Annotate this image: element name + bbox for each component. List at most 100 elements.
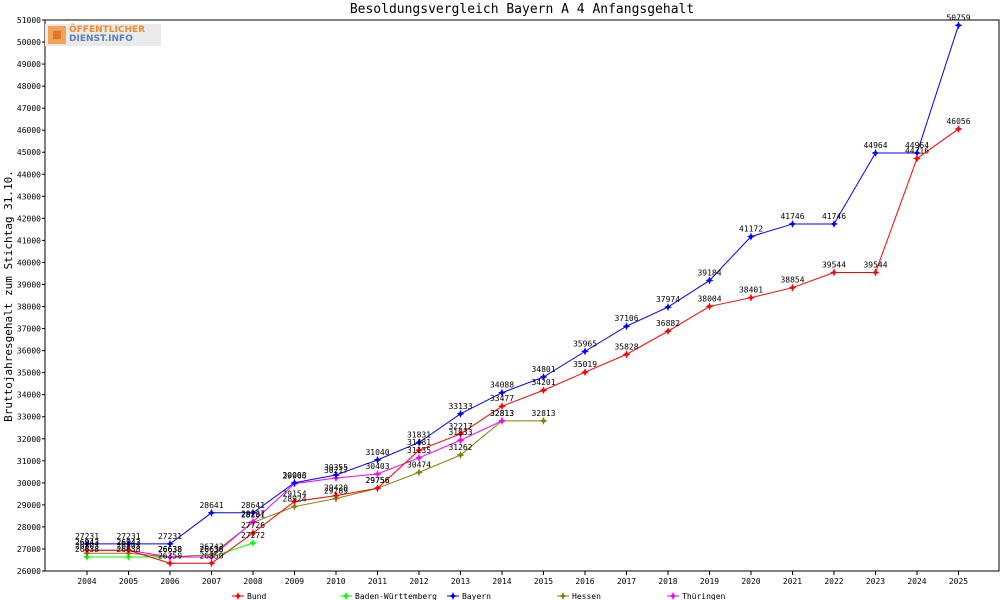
x-tick-label: 2014: [492, 577, 511, 586]
data-label: 29756: [365, 476, 389, 485]
x-axis-ticks: 2004 2005 2006 2007 2008 2009 2010 2011 2012 2013…: [77, 571, 968, 586]
data-point: [622, 322, 631, 331]
data-point: [580, 347, 590, 356]
legend-label: Hessen: [572, 592, 601, 600]
data-label: 31135: [407, 446, 431, 455]
data-label: 44964: [905, 141, 929, 150]
data-label: 28924: [282, 495, 306, 504]
data-label: 32813: [531, 409, 555, 418]
x-tick-label: 2016: [575, 577, 594, 586]
x-tick-label: 2022: [824, 577, 843, 586]
data-point: [456, 450, 465, 460]
data-point: [622, 350, 631, 359]
y-tick-label: 28000: [17, 523, 41, 532]
series-line: [87, 128, 959, 564]
data-label: 26638: [158, 545, 182, 554]
legend-label: Thüringen: [682, 592, 726, 600]
data-point: [248, 528, 258, 538]
data-label: 50759: [946, 13, 970, 22]
y-tick-label: 32000: [17, 435, 41, 444]
data-point: [871, 148, 880, 158]
data-point: [746, 232, 756, 241]
data-label: 26743: [199, 543, 223, 552]
data-point: [248, 508, 258, 517]
legend-label: Baden-Württemberg: [355, 592, 437, 600]
data-point: [705, 276, 714, 285]
legend-marker: [233, 591, 243, 600]
data-label: 31933: [448, 428, 472, 437]
data-label: 33133: [448, 402, 472, 411]
data-point: [331, 470, 341, 480]
data-point: [954, 21, 963, 30]
data-label: 26638: [199, 545, 223, 554]
x-tick-label: 2015: [534, 577, 553, 586]
data-label: 29756: [365, 476, 389, 485]
data-label: 36882: [656, 319, 680, 328]
series-line: [87, 25, 959, 545]
data-label: 32217: [448, 422, 472, 431]
data-point: [414, 468, 424, 477]
data-label: 27726: [241, 521, 265, 530]
y-tick-label: 27000: [17, 545, 41, 554]
data-point: [497, 416, 507, 426]
data-point: [414, 446, 424, 455]
data-label: 27231: [75, 532, 99, 541]
data-point: [912, 154, 922, 163]
data-point: [414, 453, 424, 462]
y-tick-label: 41000: [17, 236, 41, 245]
data-label: 26638: [158, 545, 182, 554]
data-point: [746, 293, 756, 302]
data-label: 27272: [241, 531, 265, 540]
data-point: [290, 497, 299, 506]
data-point: [248, 517, 258, 526]
y-tick-label: 38000: [17, 303, 41, 312]
y-tick-label: 42000: [17, 214, 41, 223]
data-point: [788, 283, 797, 292]
data-point: [788, 219, 797, 229]
logo-icon: [48, 26, 66, 44]
data-label: 26943: [75, 538, 99, 547]
data-label: 37106: [614, 314, 638, 323]
data-point: [207, 508, 216, 517]
data-point: [539, 372, 548, 382]
data-point: [497, 388, 507, 397]
data-label: 29420: [324, 484, 348, 493]
data-point: [954, 124, 963, 134]
x-tick-label: 2006: [160, 577, 179, 586]
series-line: [87, 420, 544, 558]
data-label: 34088: [490, 381, 514, 390]
data-label: 26943: [75, 538, 99, 547]
data-label: 28201: [241, 510, 265, 519]
data-label: 31262: [448, 443, 472, 452]
x-tick-label: 2004: [77, 577, 96, 586]
x-tick-label: 2013: [451, 577, 470, 586]
data-label: 33477: [490, 394, 514, 403]
y-axis-label: Bruttojahresgehalt zum Stichtag 31.10.: [2, 170, 15, 422]
data-label: 35828: [614, 342, 638, 351]
data-label: 39184: [697, 268, 721, 277]
x-tick-label: 2005: [119, 577, 138, 586]
data-label: 30474: [407, 460, 431, 469]
data-point: [663, 302, 673, 312]
data-label: 29966: [282, 472, 306, 481]
logo-line1: ÖFFENTLICHER: [69, 25, 146, 35]
data-label: 39544: [822, 260, 846, 269]
y-tick-label: 31000: [17, 457, 41, 466]
data-point: [580, 368, 590, 377]
data-label: 26638: [158, 545, 182, 554]
logo: ÖFFENTLICHER DIENST.INFO: [45, 24, 161, 46]
data-label: 41172: [739, 225, 763, 234]
data-point: [497, 402, 507, 411]
y-tick-label: 34000: [17, 391, 41, 400]
data-label: 35019: [573, 360, 597, 369]
y-tick-label: 33000: [17, 413, 41, 422]
data-label: 38004: [697, 294, 721, 303]
x-tick-label: 2019: [700, 577, 719, 586]
data-point: [124, 546, 133, 555]
series-lines: [87, 25, 959, 564]
data-point: [539, 386, 548, 395]
data-point: [373, 455, 382, 465]
data-label: 27231: [158, 532, 182, 541]
